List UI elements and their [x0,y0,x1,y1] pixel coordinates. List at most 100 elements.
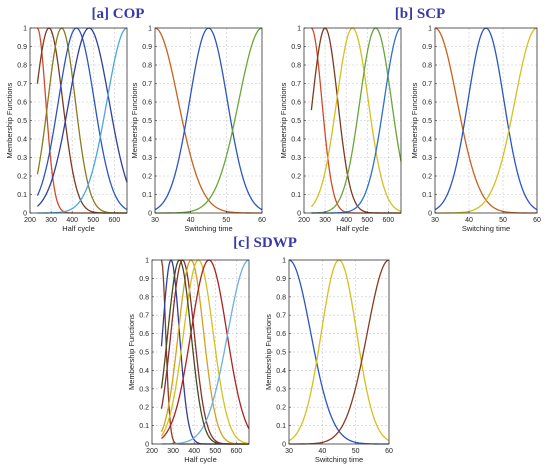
series-line-4 [311,27,402,214]
x-tick-label: 200 [146,448,158,455]
y-tick-label: 0.2 [139,405,149,412]
y-tick-label: 0.4 [17,137,27,144]
y-axis-label: Membership Functions [279,82,288,158]
y-tick-label: 0.6 [17,100,27,107]
y-tick-label: 0.6 [291,100,301,107]
y-tick-label: 0 [282,442,286,449]
x-tick-label: 600 [231,448,243,455]
y-tick-label: 0.3 [276,386,286,393]
y-tick-label: 0.4 [139,368,149,375]
x-tick-label: 60 [533,217,541,224]
x-axis-label: Switching time [315,455,363,464]
y-axis-label: Membership Functions [264,314,273,390]
chart-6: 0 0.1 0.2 0.3 0.4 0.5 0.6 0.7 0.8 0.9 1 30 40 50 60 Swi… [264,258,393,465]
y-tick-label: 0.9 [276,276,286,283]
y-tick-label: 0.7 [17,81,27,88]
series-line-5 [36,27,128,207]
y-axis-label: Membership Functions [5,82,14,158]
y-tick-label: 0.1 [291,192,301,199]
panel-title-b: [b] SCP [395,6,445,22]
y-tick-label: 0.5 [17,118,27,125]
x-tick-label: 60 [385,448,393,455]
x-tick-label: 200 [298,217,310,224]
y-tick-label: 0.4 [422,137,432,144]
x-tick-label: 600 [383,217,395,224]
y-tick-label: 0.5 [291,118,301,125]
y-tick-label: 0.7 [139,313,149,320]
y-tick-label: 0.6 [142,100,152,107]
x-tick-label: 500 [87,217,99,224]
chart-2: 0 0.1 0.2 0.3 0.4 0.5 0.6 0.7 0.8 0.9 1 30 40 50 60 Swi… [130,26,266,234]
y-tick-label: 0.5 [139,350,149,357]
y-tick-label: 1 [145,258,149,265]
y-tick-label: 0 [23,211,27,218]
x-tick-label: 40 [465,217,473,224]
y-axis-label: Membership Functions [130,82,139,158]
y-tick-label: 0 [428,211,432,218]
series-line-6 [161,259,250,439]
y-tick-label: 0.3 [422,155,432,162]
x-tick-label: 30 [285,448,293,455]
x-axis-label: Half cycle [62,224,95,233]
y-tick-label: 0.4 [291,137,301,144]
y-tick-label: 0.1 [142,192,152,199]
y-tick-label: 0.1 [422,192,432,199]
y-tick-label: 0.2 [142,174,152,181]
y-tick-label: 0.2 [422,174,432,181]
x-tick-label: 50 [499,217,507,224]
series-line-3 [310,27,402,212]
y-tick-label: 0.3 [139,386,149,393]
y-tick-label: 0.2 [291,174,301,181]
x-tick-label: 300 [319,217,331,224]
y-tick-label: 0.6 [422,100,432,107]
chart-4: 0 0.1 0.2 0.3 0.4 0.5 0.6 0.7 0.8 0.9 1 30 40 50 60 Swi… [410,26,541,234]
y-tick-label: 0.1 [276,423,286,430]
x-tick-label: 300 [45,217,57,224]
y-tick-label: 0.8 [17,63,27,70]
y-tick-label: 0.3 [142,155,152,162]
y-tick-label: 0.8 [422,63,432,70]
series-line-2 [434,27,538,211]
y-tick-label: 0.3 [291,155,301,162]
y-tick-label: 1 [23,26,27,33]
y-tick-label: 0 [297,211,301,218]
y-tick-label: 0.5 [422,118,432,125]
y-tick-label: 0.7 [291,81,301,88]
x-tick-label: 60 [258,217,266,224]
y-tick-label: 0.2 [276,405,286,412]
x-tick-label: 30 [431,217,439,224]
y-tick-label: 0.9 [291,44,301,51]
y-axis-label: Membership Functions [410,82,419,158]
y-tick-label: 0.5 [276,350,286,357]
y-tick-label: 0.7 [422,81,432,88]
series-line-2 [154,27,263,211]
x-axis-label: Half cycle [336,224,369,233]
y-tick-label: 0.8 [291,63,301,70]
y-tick-label: 0.9 [142,44,152,51]
x-tick-label: 500 [209,448,221,455]
y-tick-label: 1 [148,26,152,33]
x-tick-label: 400 [188,448,200,455]
x-tick-label: 50 [222,217,230,224]
series-line-7 [161,259,250,445]
y-tick-label: 1 [297,26,301,33]
panel-title-c: [c] SDWP [233,235,297,251]
x-tick-label: 40 [318,448,326,455]
y-axis-label: Membership Functions [127,314,136,390]
x-tick-label: 200 [24,217,36,224]
y-tick-label: 0.7 [276,313,286,320]
chart-1: 0 0.1 0.2 0.3 0.4 0.5 0.6 0.7 0.8 0.9 1 200 300 400 50… [5,26,128,233]
x-tick-label: 50 [352,448,360,455]
y-tick-label: 0.8 [276,294,286,301]
y-tick-label: 1 [282,258,286,265]
chart-5: 0 0.1 0.2 0.3 0.4 0.5 0.6 0.7 0.8 0.9 1 200 300 400 50… [127,258,250,464]
y-tick-label: 0.8 [142,63,152,70]
x-tick-label: 40 [187,217,195,224]
y-tick-label: 0.6 [276,331,286,338]
series-line-5 [160,259,250,445]
y-tick-label: 0.6 [139,331,149,338]
y-tick-label: 0.7 [142,81,152,88]
y-tick-label: 0.4 [276,368,286,375]
y-tick-label: 0 [145,442,149,449]
